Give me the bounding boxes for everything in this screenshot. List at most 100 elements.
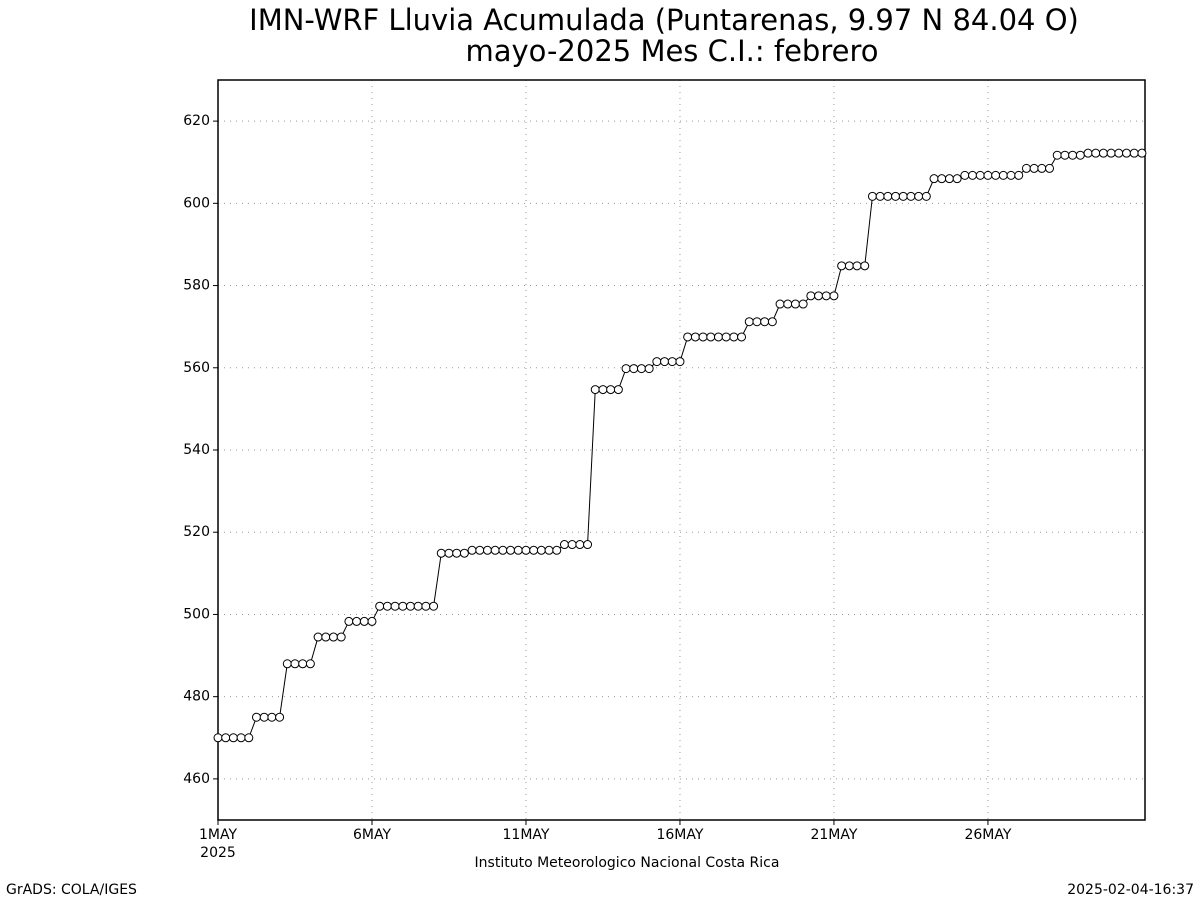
- data-point: [413, 601, 423, 611]
- data-point: [829, 291, 839, 301]
- data-point: [960, 170, 970, 180]
- data-point: [459, 548, 469, 558]
- data-point: [906, 191, 916, 201]
- data-point: [1129, 148, 1139, 158]
- data-point: [798, 299, 808, 309]
- data-point: [382, 601, 392, 611]
- data-point: [244, 733, 254, 743]
- data-point: [744, 317, 754, 327]
- data-point: [975, 170, 985, 180]
- data-point: [359, 616, 369, 626]
- data-point: [1060, 150, 1070, 160]
- data-point: [660, 357, 670, 367]
- y-tick-label: 620: [183, 113, 210, 129]
- data-point: [1075, 150, 1085, 160]
- y-tick-label: 600: [183, 195, 210, 211]
- y-tick-label: 480: [183, 689, 210, 705]
- data-point: [1006, 170, 1016, 180]
- data-point: [452, 548, 462, 558]
- y-tick-label: 580: [183, 278, 210, 294]
- data-point: [837, 261, 847, 271]
- data-point: [290, 659, 300, 669]
- data-point: [821, 291, 831, 301]
- data-point: [1106, 148, 1116, 158]
- data-point: [498, 545, 508, 555]
- data-point: [690, 332, 700, 342]
- data-point: [598, 385, 608, 395]
- data-point: [467, 545, 477, 555]
- data-point: [968, 170, 978, 180]
- x-tick-label: 21MAY: [810, 827, 857, 843]
- data-point: [1091, 148, 1101, 158]
- data-point: [806, 291, 816, 301]
- data-point: [1114, 148, 1124, 158]
- data-point: [1068, 150, 1078, 160]
- data-point: [436, 548, 446, 558]
- footer-right: 2025-02-04-16:37: [1067, 882, 1194, 898]
- data-point: [1083, 148, 1093, 158]
- data-point: [914, 191, 924, 201]
- data-point: [898, 191, 908, 201]
- data-point: [583, 540, 593, 550]
- data-point: [944, 174, 954, 184]
- data-point: [621, 364, 631, 374]
- data-point: [652, 357, 662, 367]
- data-point: [683, 332, 693, 342]
- data-point: [344, 616, 354, 626]
- data-point: [305, 659, 315, 669]
- data-point: [867, 191, 877, 201]
- data-point: [998, 170, 1008, 180]
- data-point: [1037, 163, 1047, 173]
- data-point: [475, 545, 485, 555]
- data-point: [706, 332, 716, 342]
- data-point: [405, 601, 415, 611]
- data-point: [490, 545, 500, 555]
- data-point: [213, 733, 223, 743]
- data-point: [506, 545, 516, 555]
- data-point: [1014, 170, 1024, 180]
- data-point: [860, 261, 870, 271]
- data-point: [1029, 163, 1039, 173]
- data-point: [444, 548, 454, 558]
- data-point: [590, 385, 600, 395]
- y-tick-label: 560: [183, 360, 210, 376]
- data-point: [760, 317, 770, 327]
- x-tick-label: 26MAY: [964, 827, 1011, 843]
- data-point: [875, 191, 885, 201]
- data-point: [767, 317, 777, 327]
- data-point: [228, 733, 238, 743]
- x-sublabel: 2025: [200, 845, 236, 861]
- x-axis-label: Instituto Meteorologico Nacional Costa R…: [475, 855, 780, 871]
- data-point: [421, 601, 431, 611]
- data-point: [575, 540, 585, 550]
- data-point: [328, 632, 338, 642]
- data-point: [352, 616, 362, 626]
- data-point: [814, 291, 824, 301]
- data-point: [559, 540, 569, 550]
- data-point: [606, 385, 616, 395]
- data-point: [398, 601, 408, 611]
- chart-subtitle: mayo-2025 Mes C.I.: febrero: [466, 34, 879, 68]
- x-tick-label: 16MAY: [656, 827, 703, 843]
- x-tick-label: 11MAY: [503, 827, 550, 843]
- data-point: [275, 712, 285, 722]
- data-point: [1052, 150, 1062, 160]
- data-point: [752, 317, 762, 327]
- data-point: [729, 332, 739, 342]
- data-point: [267, 712, 277, 722]
- data-point: [298, 659, 308, 669]
- data-point: [544, 545, 554, 555]
- data-point: [1122, 148, 1132, 158]
- data-point: [536, 545, 546, 555]
- data-point: [1021, 163, 1031, 173]
- y-tick-label: 540: [183, 442, 210, 458]
- data-point: [852, 261, 862, 271]
- data-point: [937, 174, 947, 184]
- data-point: [636, 364, 646, 374]
- data-point: [698, 332, 708, 342]
- plot-frame: [217, 79, 1146, 821]
- data-point: [367, 616, 377, 626]
- data-point: [313, 632, 323, 642]
- data-point: [883, 191, 893, 201]
- data-point: [775, 299, 785, 309]
